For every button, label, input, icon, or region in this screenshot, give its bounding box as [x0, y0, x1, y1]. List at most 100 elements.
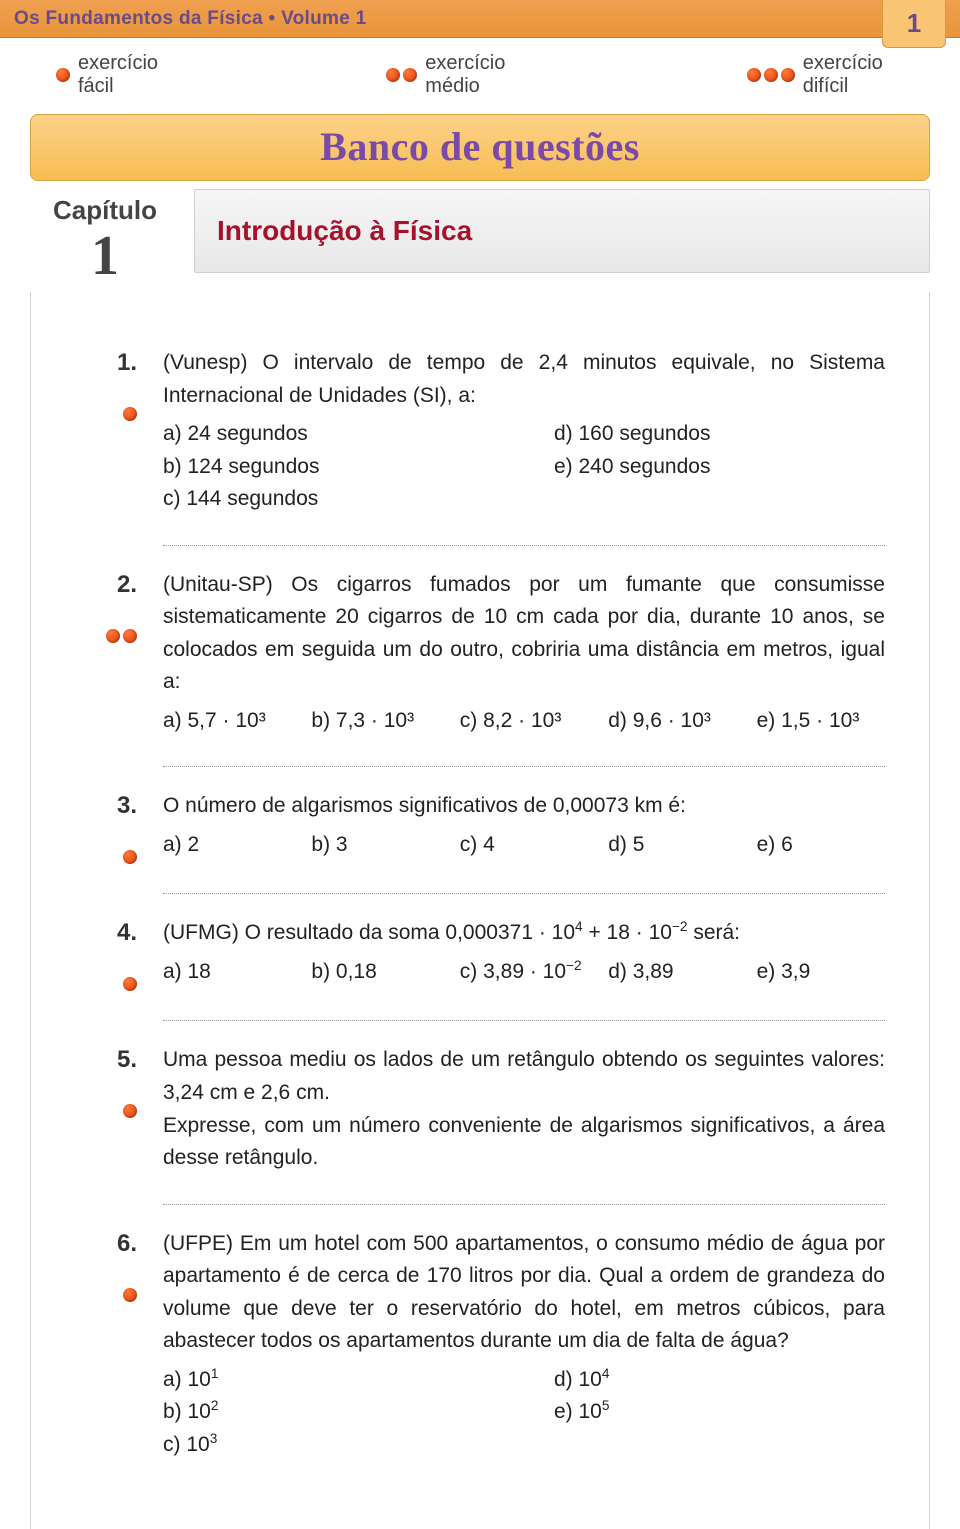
question-side: 6.: [75, 1228, 137, 1462]
question-side: 5.: [75, 1044, 137, 1174]
question-text: (Unitau-SP) Os cigarros fumados por um f…: [163, 569, 885, 699]
chapter-label: Capítulo: [30, 195, 180, 226]
option: b) 102: [163, 1396, 494, 1429]
banner: Banco de questões: [30, 114, 930, 181]
option: d) 5: [608, 829, 736, 862]
banner-title: Banco de questões: [31, 123, 929, 170]
difficulty-hard: exercício difícil: [747, 52, 904, 98]
question-difficulty-dots: [75, 407, 137, 421]
header-bar: Os Fundamentos da Física • Volume 1 1: [0, 0, 960, 38]
option: a) 5,7 · 10³: [163, 705, 291, 738]
question-body: (UFPE) Em um hotel com 500 apartamentos,…: [163, 1228, 885, 1462]
option: d) 104: [554, 1364, 885, 1397]
page: Os Fundamentos da Física • Volume 1 1 ex…: [0, 0, 960, 1529]
dot-icon: [781, 68, 795, 82]
chapter-title-panel: Introdução à Física: [194, 189, 930, 273]
option: c) 3,89 · 10−2: [460, 956, 588, 989]
dot-icon: [123, 850, 137, 864]
dot-icon: [123, 407, 137, 421]
question-options: a) 101b) 102c) 103 d) 104e) 105: [163, 1364, 885, 1462]
question-text: (UFMG) O resultado da soma 0,000371 · 10…: [163, 917, 885, 950]
option-column: d) 104e) 105: [554, 1364, 885, 1462]
dot-icon: [56, 68, 70, 82]
option: b) 7,3 · 10³: [311, 705, 439, 738]
option: a) 2: [163, 829, 291, 862]
option: b) 0,18: [311, 956, 439, 989]
option: a) 18: [163, 956, 291, 989]
question: 4. (UFMG) O resultado da soma 0,000371 · …: [75, 892, 885, 1019]
page-number-tab: 1: [882, 0, 946, 48]
question-options: a) 2b) 3c) 4d) 5e) 6: [163, 829, 885, 862]
option: e) 1,5 · 10³: [757, 705, 885, 738]
question-text: (UFPE) Em um hotel com 500 apartamentos,…: [163, 1228, 885, 1358]
option: e) 240 segundos: [554, 451, 885, 484]
difficulty-medium: exercício médio: [386, 52, 536, 98]
option-column: a) 24 segundosb) 124 segundosc) 144 segu…: [163, 418, 494, 516]
question-side: 1.: [75, 347, 137, 516]
difficulty-medium-label: exercício médio: [425, 52, 536, 98]
option: e) 105: [554, 1396, 885, 1429]
question-side: 3.: [75, 790, 137, 864]
option: c) 144 segundos: [163, 483, 494, 516]
question-number: 5.: [75, 1046, 137, 1074]
option: c) 4: [460, 829, 588, 862]
chapter-number: 1: [30, 228, 180, 284]
dot-icon: [123, 1104, 137, 1118]
option: b) 124 segundos: [163, 451, 494, 484]
dot-icon: [386, 68, 400, 82]
questions-container: 1. (Vunesp) O intervalo de tempo de 2,4 m…: [30, 292, 930, 1529]
chapter-header: Capítulo 1 Introdução à Física: [30, 181, 930, 292]
question-body: Uma pessoa mediu os lados de um retângul…: [163, 1044, 885, 1174]
question-text: (Vunesp) O intervalo de tempo de 2,4 min…: [163, 347, 885, 412]
dot-icon: [123, 629, 137, 643]
option: a) 24 segundos: [163, 418, 494, 451]
question: 6. (UFPE) Em um hotel com 500 apartamento…: [75, 1203, 885, 1490]
question-side: 4.: [75, 917, 137, 991]
question-body: (Unitau-SP) Os cigarros fumados por um f…: [163, 569, 885, 738]
question: 3. O número de algarismos significativos …: [75, 765, 885, 892]
difficulty-easy: exercício fácil: [56, 52, 176, 98]
book-title: Os Fundamentos da Física • Volume 1: [14, 8, 367, 30]
dot-icon: [747, 68, 761, 82]
difficulty-easy-label: exercício fácil: [78, 52, 176, 98]
question-number: 4.: [75, 919, 137, 947]
question-difficulty-dots: [75, 1104, 137, 1118]
question-body: (UFMG) O resultado da soma 0,000371 · 10…: [163, 917, 885, 991]
question-options: a) 5,7 · 10³ b) 7,3 · 10³ c) 8,2 · 10³ d) 9…: [163, 705, 885, 738]
option: a) 101: [163, 1364, 494, 1397]
question-side: 2.: [75, 569, 137, 738]
difficulty-legend: exercício fácil exercício médio exercíci…: [0, 38, 960, 110]
option: d) 9,6 · 10³: [608, 705, 736, 738]
question: 5. Uma pessoa mediu os lados de um retâng…: [75, 1019, 885, 1202]
dot-icon: [123, 1288, 137, 1302]
question: 1. (Vunesp) O intervalo de tempo de 2,4 m…: [75, 322, 885, 544]
question-text: O número de algarismos significativos de…: [163, 790, 885, 823]
option: c) 103: [163, 1429, 494, 1462]
option: e) 3,9: [757, 956, 885, 989]
question-body: (Vunesp) O intervalo de tempo de 2,4 min…: [163, 347, 885, 516]
dot-icon: [106, 629, 120, 643]
question-body: O número de algarismos significativos de…: [163, 790, 885, 864]
question-number: 2.: [75, 571, 137, 599]
option: b) 3: [311, 829, 439, 862]
difficulty-hard-label: exercício difícil: [803, 52, 904, 98]
dot-icon: [123, 977, 137, 991]
question-difficulty-dots: [75, 850, 137, 864]
question-difficulty-dots: [75, 1288, 137, 1302]
option-column: a) 101b) 102c) 103: [163, 1364, 494, 1462]
chapter-title: Introdução à Física: [217, 215, 472, 247]
option: c) 8,2 · 10³: [460, 705, 588, 738]
question-options: a) 18 b) 0,18 c) 3,89 · 10−2 d) 3,89 e) 3,9: [163, 956, 885, 989]
question-options: a) 24 segundosb) 124 segundosc) 144 segu…: [163, 418, 885, 516]
option: d) 3,89: [608, 956, 736, 989]
question-difficulty-dots: [75, 629, 137, 643]
question-number: 3.: [75, 792, 137, 820]
question-number: 1.: [75, 349, 137, 377]
option-column: d) 160 segundose) 240 segundos: [554, 418, 885, 516]
question-text: Uma pessoa mediu os lados de um retângul…: [163, 1044, 885, 1174]
question-number: 6.: [75, 1230, 137, 1258]
question: 2. (Unitau-SP) Os cigarros fumados por um…: [75, 544, 885, 766]
option: d) 160 segundos: [554, 418, 885, 451]
question-difficulty-dots: [75, 977, 137, 991]
dot-icon: [764, 68, 778, 82]
